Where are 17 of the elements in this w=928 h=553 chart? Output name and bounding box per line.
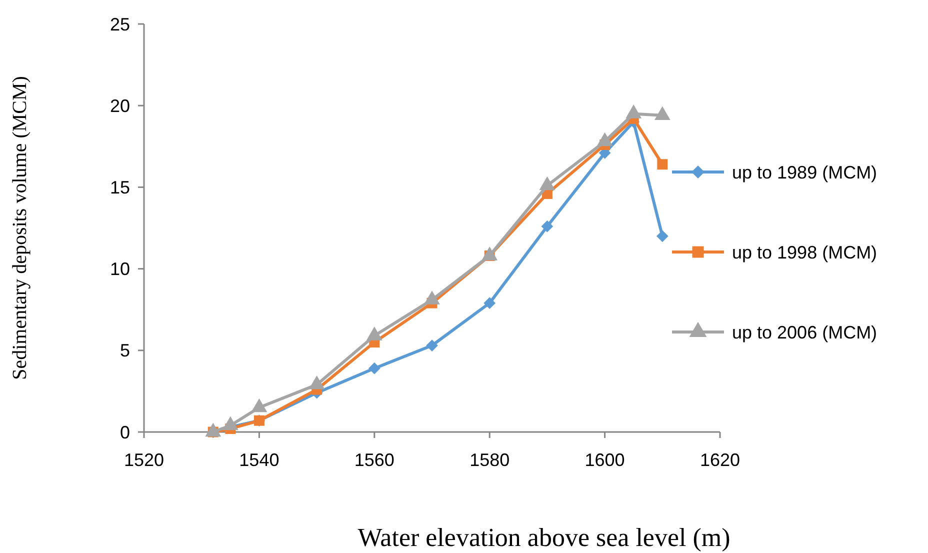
legend-label: up to 2006 (MCM) (732, 322, 878, 342)
x-axis-title: Water elevation above sea level (m) (358, 523, 730, 552)
x-tick-label: 1620 (700, 450, 740, 470)
y-tick-label: 0 (120, 422, 130, 442)
y-tick-label: 10 (110, 259, 130, 280)
y-tick-label: 15 (110, 178, 130, 198)
x-tick-label: 1580 (470, 450, 510, 470)
y-axis-title: Sedimentary deposits volume (MCM) (9, 76, 31, 380)
x-tick-label: 1520 (124, 450, 164, 470)
y-tick-label: 20 (110, 96, 130, 116)
x-tick-label: 1540 (239, 450, 280, 470)
x-tick-label: 1560 (354, 450, 394, 470)
y-tick-label: 25 (110, 14, 130, 34)
legend-label: up to 1998 (MCM) (732, 242, 878, 262)
y-tick-label: 5 (120, 340, 130, 361)
x-tick-label: 1600 (584, 450, 625, 470)
legend-label: up to 1989 (MCM) (732, 162, 878, 182)
